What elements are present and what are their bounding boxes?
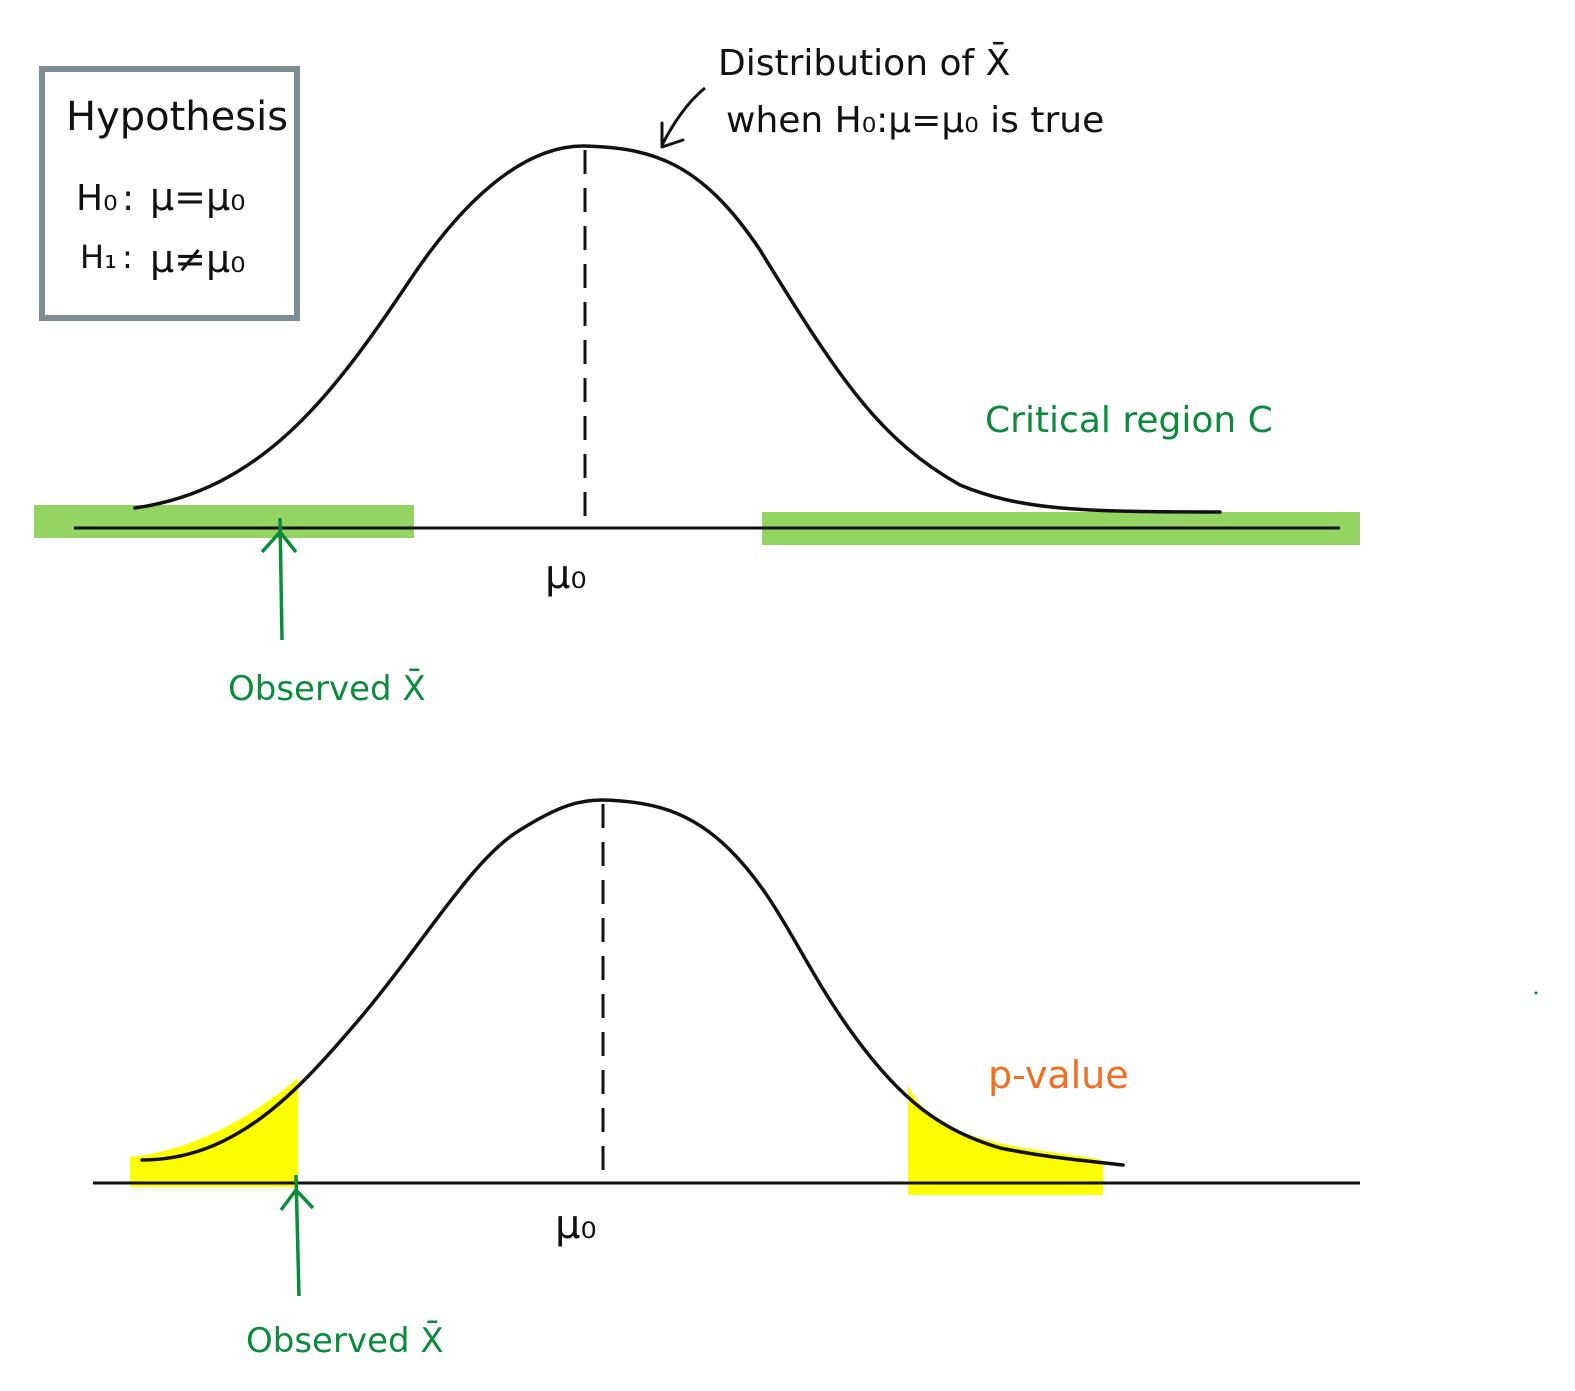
stray-dot: [1534, 991, 1538, 995]
p-value-left-tail: [130, 1078, 298, 1187]
h0-expression: μ=μ₀: [150, 175, 245, 219]
bottom-observed-arrow-icon: [279, 1174, 315, 1297]
distribution-annotation-line2: when H₀:μ=μ₀ is true: [726, 100, 1104, 141]
top-panel: μ₀ Distribution of X̄ when H₀:μ=μ₀ is tr…: [34, 41, 1360, 709]
annotation-arrow-icon: [660, 86, 706, 149]
p-value-label: p-value: [988, 1053, 1129, 1097]
distribution-annotation-line1: Distribution of X̄: [718, 41, 1010, 84]
bottom-panel: μ₀ p-value Observed X̄: [93, 798, 1360, 1361]
hypothesis-box-frame: [39, 66, 300, 321]
h0-label: H₀: [76, 178, 118, 219]
hypothesis-box: Hypothesis H₀ : μ=μ₀ H₁ : μ≠μ₀: [39, 66, 300, 321]
critical-region-left: [34, 505, 414, 538]
h1-label: H₁: [80, 238, 117, 276]
p-value-right-tail: [908, 1085, 1103, 1195]
h1-colon: :: [122, 238, 133, 276]
top-mu0-label: μ₀: [545, 552, 586, 598]
bottom-distribution-curve: [140, 798, 1125, 1167]
top-observed-label: Observed X̄: [228, 668, 426, 709]
hypothesis-title: Hypothesis: [66, 94, 288, 140]
h1-expression: μ≠μ₀: [150, 237, 245, 281]
top-observed-arrow-icon: [260, 517, 298, 641]
h0-colon: :: [122, 178, 134, 219]
critical-region-label: Critical region C: [985, 400, 1273, 441]
bottom-mu0-label: μ₀: [555, 1202, 596, 1248]
top-distribution-curve: [133, 144, 1222, 514]
bottom-observed-label: Observed X̄: [246, 1320, 444, 1361]
